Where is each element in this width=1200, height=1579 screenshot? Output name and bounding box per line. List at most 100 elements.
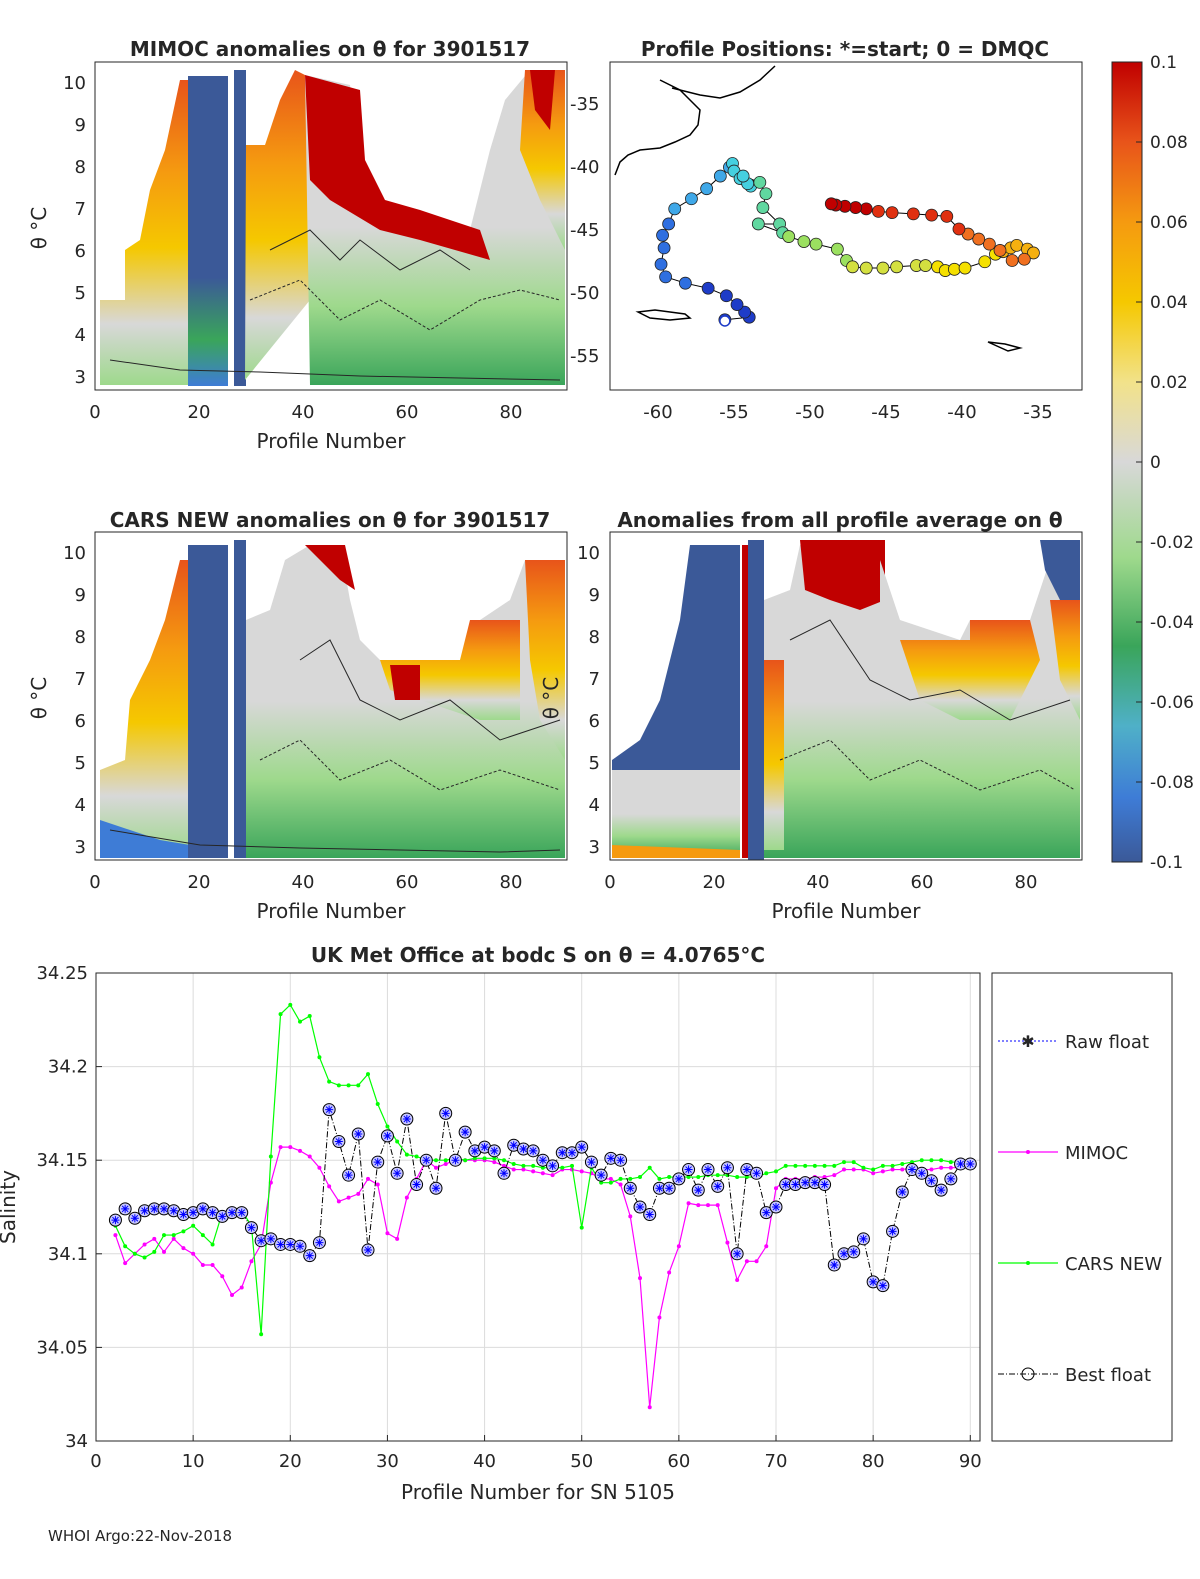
data-point: [189, 1208, 198, 1217]
data-point: [315, 1238, 324, 1247]
data-point: [733, 1249, 742, 1258]
data-point: [948, 1165, 953, 1170]
data-point: [268, 1154, 273, 1159]
profile-marker: [662, 217, 676, 231]
panel-cars-xticks: 0 20 40 60 80: [89, 872, 522, 893]
y-tick-label: 34.25: [36, 963, 88, 984]
tick-label: 10: [63, 543, 86, 564]
tick-label: 5: [589, 753, 600, 774]
data-point: [336, 1083, 341, 1088]
tick-label: 40: [807, 872, 830, 893]
data-point: [239, 1285, 244, 1290]
profile-marker: [846, 260, 859, 274]
tick-label: 6: [75, 241, 86, 262]
data-point: [191, 1251, 196, 1256]
data-point: [521, 1163, 526, 1168]
data-point: [772, 1203, 780, 1211]
data-point: [366, 1176, 370, 1181]
panel-mimoc-ylabel: θ °C: [27, 207, 51, 250]
tick-label: 80: [1015, 872, 1038, 893]
data-point: [266, 1234, 275, 1243]
data-point: [327, 1079, 332, 1084]
data-point: [869, 1277, 878, 1286]
tick-label: -45: [570, 220, 599, 241]
data-point: [599, 1180, 604, 1185]
profile-marker: [756, 201, 770, 214]
profile-marker: [736, 169, 750, 183]
data-point: [939, 1158, 944, 1163]
tick-label: -50: [570, 283, 599, 304]
data-point: [375, 1102, 380, 1107]
profile-marker: [982, 237, 996, 251]
tick-label: -55: [570, 346, 599, 367]
data-point: [667, 1175, 672, 1180]
tick-label: 7: [589, 669, 600, 690]
data-point: [832, 1163, 837, 1168]
legend-cars-new: CARS NEW: [998, 1254, 1162, 1275]
data-point: [890, 1163, 895, 1168]
tick-label: 20: [188, 872, 211, 893]
colorbar-tick-label: -0.1: [1150, 853, 1183, 873]
data-point: [791, 1180, 800, 1189]
colorbar-tick-label: -0.02: [1150, 533, 1194, 553]
data-point: [948, 1160, 953, 1165]
legend-label: Best float: [1065, 1365, 1151, 1386]
data-point: [665, 1184, 674, 1193]
data-point: [296, 1242, 304, 1251]
x-tick-label: 60: [667, 1451, 690, 1472]
data-point: [502, 1158, 506, 1163]
data-point: [696, 1203, 701, 1208]
data-point: [579, 1225, 584, 1230]
series-best-float: [108, 1103, 977, 1293]
series-raw-float: [111, 1105, 975, 1290]
data-point: [276, 1240, 285, 1249]
data-point: [927, 1176, 936, 1185]
panel-map-xticks: -60 -55 -50 -45 -40 -35: [643, 402, 1052, 423]
data-point: [509, 1141, 518, 1150]
data-point: [647, 1165, 652, 1170]
data-point: [344, 1171, 353, 1180]
tick-label: -40: [570, 157, 599, 178]
data-point: [356, 1083, 361, 1088]
colorbar-tick-label: -0.08: [1150, 773, 1194, 793]
data-point: [878, 1281, 887, 1290]
data-point: [842, 1160, 846, 1165]
x-tick-label: 50: [570, 1451, 593, 1472]
data-point: [560, 1165, 565, 1170]
data-point: [956, 1159, 965, 1168]
data-point: [288, 1002, 293, 1007]
data-point: [111, 1216, 120, 1225]
data-point: [706, 1203, 710, 1208]
data-point: [123, 1244, 128, 1249]
tick-label: 80: [500, 402, 523, 423]
data-point: [160, 1204, 168, 1213]
data-point: [121, 1204, 130, 1213]
x-tick-label: 0: [90, 1451, 101, 1472]
profile-marker: [713, 169, 727, 183]
data-point: [162, 1233, 166, 1238]
data-point: [210, 1263, 215, 1268]
tick-label: 0: [604, 872, 615, 893]
data-point: [762, 1208, 771, 1217]
x-tick-label: 80: [862, 1451, 885, 1472]
data-point: [840, 1249, 848, 1258]
profile-marker: [885, 206, 899, 220]
chart-xlabel: Profile Number for SN 5105: [401, 1480, 675, 1504]
colorbar-tick-label: 0.08: [1150, 133, 1188, 153]
x-tick-label: 90: [959, 1451, 982, 1472]
data-point: [228, 1208, 236, 1217]
data-point: [451, 1156, 460, 1165]
data-point: [752, 1169, 761, 1178]
data-point: [812, 1163, 817, 1168]
panel-mimoc: MIMOC anomalies on θ for 3901517 0 20 40…: [27, 37, 568, 453]
colorbar-tick-label: 0.06: [1150, 213, 1188, 233]
data-point: [577, 1143, 586, 1152]
tick-label: 20: [188, 402, 211, 423]
data-point: [851, 1160, 856, 1165]
data-point: [744, 1259, 749, 1264]
data-point: [162, 1249, 166, 1254]
legend-label: CARS NEW: [1065, 1254, 1162, 1275]
data-point: [123, 1261, 128, 1266]
panel-average-axes: [609, 531, 1083, 861]
data-point: [334, 1137, 343, 1146]
